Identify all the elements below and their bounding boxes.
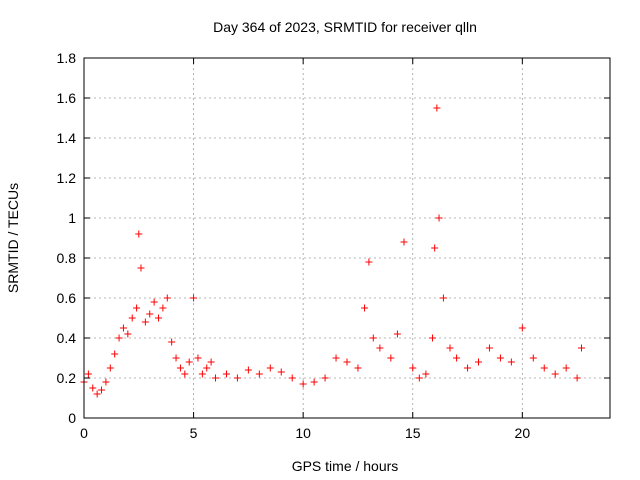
data-point [185,358,193,366]
y-tick-label: 1.6 [57,90,77,106]
data-point [176,364,184,372]
data-point [155,314,163,322]
data-point [133,304,141,312]
data-point [84,370,92,378]
y-tick-label: 1.4 [57,130,77,146]
data-point [409,364,417,372]
data-point [244,366,252,374]
x-tick-label: 20 [515,425,531,441]
y-tick-label: 0.4 [57,330,77,346]
data-point [428,334,436,342]
data-point [435,214,443,222]
data-point [98,386,106,394]
y-tick-label: 0 [68,410,76,426]
data-point [551,370,559,378]
data-point [159,304,167,312]
data-point [365,258,373,266]
chart-title: Day 364 of 2023, SRMTID for receiver qll… [213,19,477,35]
data-point [529,354,537,362]
y-tick-label: 1 [68,210,76,226]
data-point [203,364,211,372]
data-point [222,370,230,378]
data-point [150,298,158,306]
y-tick-label: 0.6 [57,290,77,306]
data-point [496,354,504,362]
data-point [190,294,198,302]
data-point [475,358,482,366]
grid-lines [84,58,610,418]
data-point [400,238,408,246]
y-tick-label: 0.8 [57,250,77,266]
data-point [578,344,586,352]
data-point [288,374,296,382]
data-point [233,374,241,382]
data-point [439,294,447,302]
data-point [277,368,285,376]
data-point [172,354,180,362]
data-point [422,370,430,378]
data-point [321,374,329,382]
x-tick-label: 5 [190,425,198,441]
x-tick-label: 15 [405,425,421,441]
data-point [168,338,176,346]
data-point [128,314,136,322]
data-point [141,318,149,326]
plot-frame [83,57,611,419]
y-axis-label: SRMTID / TECUs [5,183,21,293]
data-point [332,354,340,362]
data-point [137,264,145,272]
data-point [562,364,570,372]
data-point [181,370,189,378]
data-point [507,358,515,366]
data-point [163,294,171,302]
data-point [135,230,143,238]
axis-ticks: 0 0.2 0.4 0.6 0.8 1 1.2 1.4 1.6 1.8 0 5 10 15 20 [57,50,610,441]
data-point [89,384,97,392]
data-point [119,324,127,332]
y-tick-label: 1.8 [57,50,77,66]
data-point [464,364,472,372]
data-point [212,374,219,382]
data-point [310,378,318,386]
data-point [431,244,439,252]
data-point [198,370,206,378]
data-point [93,390,101,398]
data-point [376,344,384,352]
data-point [369,334,377,342]
data-point [518,324,526,332]
data-point [415,374,423,382]
y-tick-label: 1.2 [57,170,77,186]
data-point [446,344,454,352]
data-point [485,344,493,352]
data-point [453,354,461,362]
data-points [80,104,586,398]
x-axis-label: GPS time / hours [292,458,399,474]
data-point [146,310,154,318]
data-point [393,330,401,338]
x-tick-label: 0 [80,425,88,441]
data-point [124,330,132,338]
data-point [387,354,395,362]
data-point [255,370,263,378]
data-point [194,354,202,362]
y-tick-label: 0.2 [57,370,77,386]
data-point [207,358,215,366]
data-point [343,358,351,366]
data-point [115,334,123,342]
data-point [111,350,119,358]
data-point [266,364,274,372]
data-point [433,104,441,112]
data-point [354,364,362,372]
x-tick-label: 10 [295,425,311,441]
data-point [361,304,369,312]
data-point [102,378,110,386]
data-point [540,364,548,372]
data-point [299,380,307,388]
data-point [573,374,581,382]
data-point [106,364,114,372]
